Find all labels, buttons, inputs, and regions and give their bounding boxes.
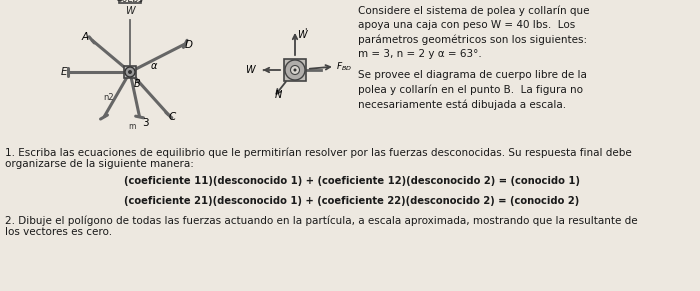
Text: organizarse de la siguiente manera:: organizarse de la siguiente manera: [5, 159, 194, 169]
Circle shape [290, 65, 300, 74]
Text: (coeficiente 11)(desconocido 1) + (coeficiente 12)(desconocido 2) = (conocido 1): (coeficiente 11)(desconocido 1) + (coefi… [124, 176, 580, 186]
Text: 3: 3 [141, 118, 148, 128]
Circle shape [125, 67, 135, 77]
Text: ': ' [304, 28, 307, 36]
Text: n2: n2 [104, 93, 114, 102]
Text: 1. Escriba las ecuaciones de equilibrio que le permitirían resolver por las fuer: 1. Escriba las ecuaciones de equilibrio … [5, 147, 631, 157]
Text: 2. Dibuje el polígono de todas las fuerzas actuando en la partícula, a escala ap: 2. Dibuje el polígono de todas las fuerz… [5, 215, 638, 226]
Text: (coeficiente 21)(desconocido 1) + (coeficiente 22)(desconocido 2) = (conocido 2): (coeficiente 21)(desconocido 1) + (coefi… [125, 196, 580, 206]
Text: $F_{BD}$: $F_{BD}$ [336, 60, 352, 73]
Polygon shape [284, 59, 307, 81]
Circle shape [128, 70, 132, 74]
Text: Se provee el diagrama de cuerpo libre de la
polea y collarín en el punto B.  La : Se provee el diagrama de cuerpo libre de… [358, 70, 587, 110]
Text: 40Lbs: 40Lbs [117, 0, 144, 4]
Text: C: C [169, 111, 176, 122]
Text: Considere el sistema de polea y collarín que
apoya una caja con peso W = 40 lbs.: Considere el sistema de polea y collarín… [358, 5, 589, 59]
Text: D: D [185, 40, 193, 50]
Circle shape [293, 68, 297, 72]
Text: ': ' [261, 68, 263, 77]
Text: A: A [81, 32, 88, 42]
Text: W: W [297, 30, 307, 40]
Text: los vectores es cero.: los vectores es cero. [5, 227, 112, 237]
Text: W: W [125, 6, 135, 17]
Text: m: m [128, 123, 136, 132]
Text: W: W [246, 65, 255, 75]
Polygon shape [124, 66, 136, 78]
Text: E: E [61, 67, 67, 77]
Text: N: N [274, 90, 281, 100]
Bar [119, 0, 141, 3]
Text: B: B [134, 79, 141, 89]
Circle shape [285, 60, 305, 80]
Text: α: α [150, 61, 158, 71]
